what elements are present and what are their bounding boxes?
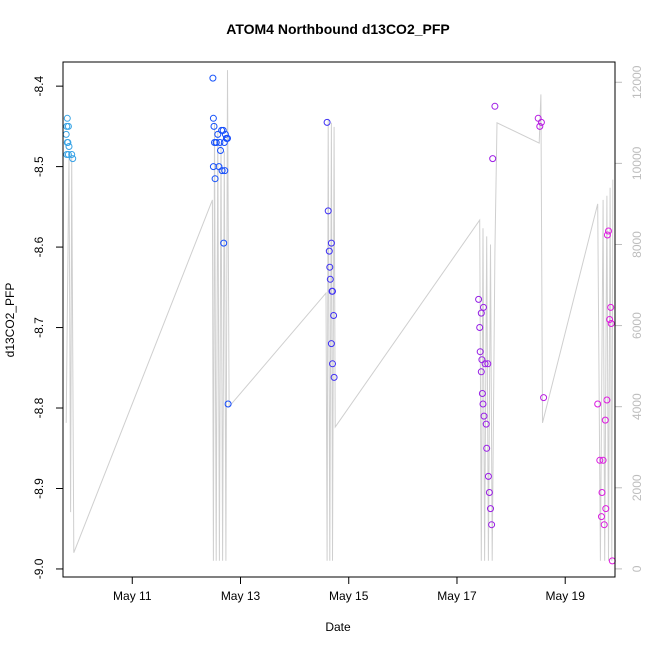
data-point (488, 521, 496, 529)
x-axis-label: Date (325, 620, 351, 634)
y-tick-label: -8.6 (32, 236, 46, 257)
data-point (221, 167, 229, 175)
data-point (211, 175, 219, 183)
data-point (598, 489, 606, 496)
data-point (209, 74, 217, 82)
data-point (483, 444, 491, 452)
data-point (484, 472, 492, 480)
data-point (327, 340, 335, 348)
data-point (605, 227, 612, 235)
data-point (216, 139, 224, 146)
data-point (484, 360, 492, 368)
data-point (607, 320, 615, 327)
data-point (491, 102, 499, 110)
data-point (209, 114, 217, 122)
data-point (536, 122, 544, 130)
data-point (601, 416, 609, 424)
data-point (221, 130, 229, 138)
data-point (326, 263, 334, 271)
x-tick-label: May 13 (221, 589, 261, 603)
data-point (64, 139, 72, 146)
data-point (480, 303, 487, 311)
x-tick-label: May 17 (437, 589, 477, 603)
data-point (327, 239, 335, 247)
data-point (326, 275, 334, 283)
y-tick-label: -8.7 (32, 317, 46, 338)
y-tick-label: -8.9 (32, 478, 46, 499)
data-point (329, 287, 336, 295)
y2-tick-label: 12000 (630, 65, 644, 99)
data-point (602, 505, 610, 513)
data-point (214, 130, 222, 138)
x-tick-label: May 15 (329, 589, 369, 603)
data-point (330, 312, 338, 319)
data-point (63, 122, 71, 130)
data-point (482, 420, 490, 428)
data-point (476, 348, 484, 356)
y-tick-label: -8.5 (32, 156, 46, 177)
data-point (537, 118, 545, 126)
data-point (606, 316, 614, 323)
data-point (478, 390, 486, 397)
data-point (489, 155, 497, 163)
y2-tick-label: 10000 (630, 146, 644, 180)
data-point (476, 324, 484, 331)
data-point (330, 373, 338, 381)
axes: May 11 May 13 May 15 May 17 May 19 -9.0 -8.9 -8… (32, 65, 644, 603)
data-point (594, 400, 602, 408)
y-axis-label: d13CO2_PFP (3, 283, 17, 358)
data-point (596, 456, 604, 464)
data-point (62, 130, 70, 138)
y2-tick-label: 2000 (630, 474, 644, 501)
data-point (598, 513, 605, 521)
data-point (217, 147, 224, 154)
y-tick-label: -9.0 (32, 558, 46, 579)
data-point (607, 303, 615, 311)
data-point (540, 394, 548, 402)
y-tick-label: -8.4 (32, 75, 46, 96)
x-tick-label: May 19 (546, 589, 586, 603)
data-point (212, 139, 220, 146)
data-point (224, 400, 232, 408)
secondary-series-line (65, 70, 614, 561)
data-point (324, 207, 332, 215)
data-point (487, 505, 494, 513)
data-point (481, 360, 489, 368)
data-point (325, 247, 333, 255)
y2-tick-label: 8000 (630, 231, 644, 258)
data-point (63, 151, 71, 158)
data-point (329, 360, 336, 368)
y-tick-label: -8.8 (32, 397, 46, 418)
data-point (600, 521, 608, 529)
data-point (218, 167, 226, 175)
y2-tick-label: 6000 (630, 312, 644, 339)
plot-frame (62, 61, 616, 578)
data-point (220, 239, 228, 247)
data-point (63, 114, 71, 122)
data-point (477, 368, 485, 376)
data-point (485, 489, 493, 496)
data-point (599, 456, 607, 464)
data-point (603, 231, 611, 239)
data-point (68, 151, 76, 158)
y2-tick-label: 4000 (630, 393, 644, 420)
data-point (479, 400, 487, 408)
data-point (69, 155, 77, 163)
data-point (323, 118, 331, 126)
data-point (65, 143, 73, 150)
data-point (603, 396, 611, 404)
data-point (480, 412, 488, 420)
data-point (210, 122, 218, 130)
x-tick-label: May 11 (113, 589, 152, 603)
y2-tick-label: 0 (630, 565, 644, 572)
data-point (219, 126, 227, 134)
chart-title: ATOM4 Northbound d13CO2_PFP (226, 21, 450, 37)
data-point (224, 134, 231, 142)
data-points (62, 74, 616, 565)
data-point (475, 295, 483, 303)
secondary-line (65, 70, 614, 561)
